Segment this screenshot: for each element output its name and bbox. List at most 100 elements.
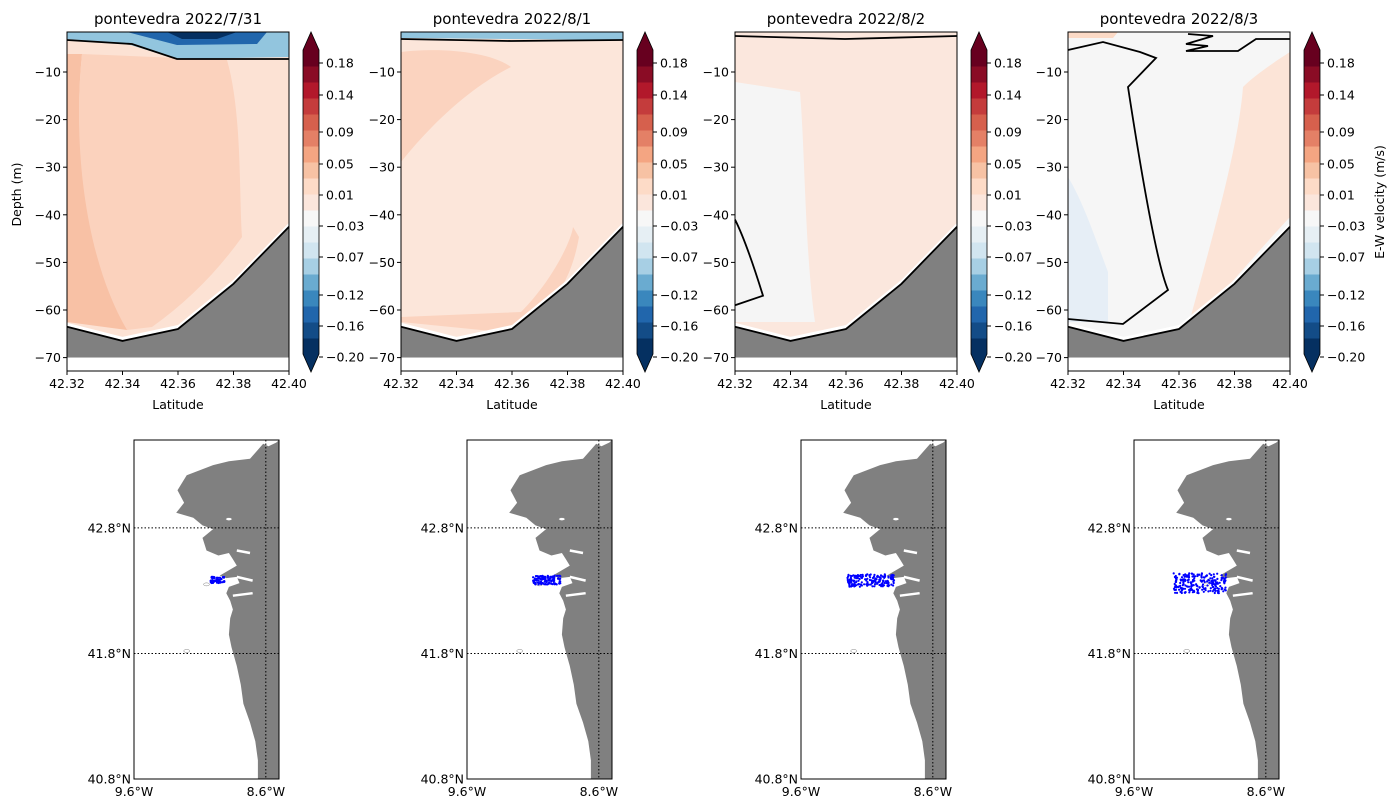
seabed [1068, 226, 1290, 358]
particle [537, 579, 540, 582]
particle [1206, 584, 1209, 587]
bathymetry-line [400, 226, 624, 342]
zero-contour-line [66, 39, 289, 60]
particle [553, 583, 556, 586]
x-axis-label: Latitude [1153, 397, 1205, 412]
particle [892, 574, 895, 577]
particle [1177, 585, 1180, 589]
ria [903, 575, 920, 582]
zero-contour-line [734, 219, 765, 307]
zero-contour-line [1067, 41, 1170, 325]
map-frame [466, 439, 613, 780]
particle [222, 576, 225, 579]
particle [545, 580, 548, 584]
ria [1236, 549, 1251, 555]
particle [1196, 588, 1200, 591]
island [516, 649, 523, 653]
x-tick-label: 42.32 [49, 376, 85, 391]
lat-tick-label: 40.8°N [88, 772, 131, 787]
bathymetry-line [66, 226, 290, 342]
map-panel-1: 42.8°N 41.8°N 40.8°N9.6°W 8.6°W [88, 439, 285, 799]
ria [236, 575, 253, 582]
colorbar-segment [303, 178, 319, 195]
colorbar-tick-label: 0.14 [994, 88, 1022, 103]
x-tick-label: 42.34 [439, 376, 475, 391]
particle [848, 585, 851, 588]
colorbar-segment [303, 226, 319, 243]
colorbar-tick-label: 0.05 [994, 157, 1022, 172]
colorbar-segment [1304, 274, 1320, 291]
colorbar-tick-label: −0.16 [1327, 319, 1365, 334]
land [509, 440, 612, 779]
particle [860, 584, 863, 587]
island [183, 649, 190, 653]
colorbar-segment [971, 290, 987, 307]
colorbar-frame [1303, 31, 1321, 373]
particle [532, 579, 535, 583]
ria [569, 549, 584, 555]
colorbar-frame [302, 31, 320, 373]
particle [1174, 576, 1177, 579]
colorbar-segment [637, 290, 653, 307]
x-tick-label: 42.36 [494, 376, 530, 391]
map-panel-4: 42.8°N 41.8°N 40.8°N9.6°W 8.6°W [1088, 439, 1285, 799]
lon-tick-label: 9.6°W [448, 784, 487, 799]
particle [556, 577, 560, 580]
colorbar-tick-label: −0.16 [660, 319, 698, 334]
x-tick-label: 42.32 [1050, 376, 1086, 391]
colorbar-tick-label: 0.09 [1327, 125, 1355, 140]
colorbar-tick-label: 0.18 [660, 56, 688, 71]
colorbar-segment [971, 210, 987, 227]
particle [544, 583, 548, 586]
x-axis-label: Latitude [486, 397, 538, 412]
colorbar-segment [1304, 146, 1320, 163]
particle [853, 585, 856, 588]
colorbar-segment [637, 66, 653, 83]
colorbar-tick-label: 0.05 [660, 157, 688, 172]
particle [1198, 586, 1201, 589]
colorbar-segment [637, 210, 653, 227]
colorbar-segment [303, 258, 319, 275]
x-tick-label: 42.38 [550, 376, 586, 391]
particle [869, 583, 872, 586]
particle [1222, 590, 1225, 593]
particle [1191, 580, 1194, 583]
particle [1200, 572, 1203, 575]
lat-tick-label: 42.8°N [421, 520, 464, 535]
colorbar-segment [1304, 290, 1320, 307]
particle [1180, 576, 1184, 579]
lat-tick-label: 41.8°N [1088, 646, 1131, 661]
bathymetry-line [734, 226, 958, 342]
colorbar-tick-label: −0.12 [660, 288, 698, 303]
particle [1180, 589, 1183, 592]
particle [878, 578, 881, 581]
y-tick-label: −70 [369, 350, 395, 365]
colorbar-tick-label: −0.03 [994, 219, 1032, 234]
lat-tick-label: 41.8°N [421, 646, 464, 661]
particle [546, 574, 549, 577]
colorbar-tick-label: 0.01 [994, 188, 1022, 203]
colorbar-tick-label: −0.16 [994, 319, 1032, 334]
particle [1216, 572, 1219, 575]
colorbar-tick-label: −0.03 [1327, 219, 1365, 234]
colorbar-segment [637, 322, 653, 339]
particle [887, 581, 890, 584]
y-tick-label: −70 [703, 350, 729, 365]
particle [1214, 585, 1218, 588]
particle [1223, 577, 1226, 580]
particle [1184, 591, 1187, 594]
particle [1224, 574, 1227, 577]
colorbar-segment [1304, 194, 1320, 211]
particle [212, 579, 215, 582]
colorbar-segment [637, 178, 653, 195]
x-tick-label: 42.32 [717, 376, 753, 391]
particle [547, 582, 550, 585]
x-tick-label: 42.40 [605, 376, 641, 391]
particle [1223, 588, 1226, 591]
colorbar-segment [971, 114, 987, 131]
particle [1212, 573, 1215, 576]
lat-tick-label: 42.8°N [755, 520, 798, 535]
y-tick-label: −10 [369, 65, 395, 80]
colorbar-extend-max [971, 32, 987, 50]
colorbar-segment [303, 290, 319, 307]
